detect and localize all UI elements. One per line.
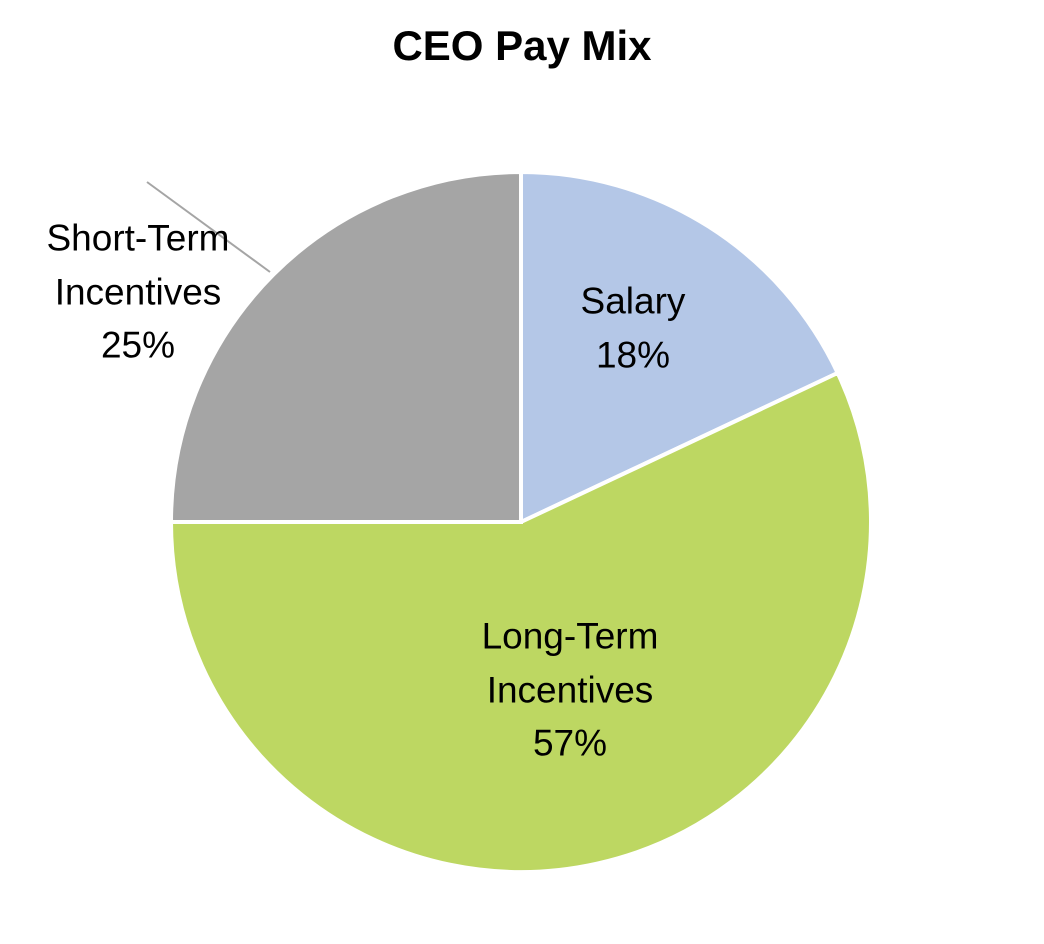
category-label: Short-Term Incentives [46,217,230,313]
value-label: 57% [532,722,608,764]
value-label: 18% [595,334,671,375]
leader-line [146,181,271,273]
slice-label: Salary 18% [508,274,758,381]
chart-title: CEO Pay Mix [392,22,652,69]
value-label: 25% [100,324,176,366]
category-label: Salary [580,280,686,322]
pie-slice [168,169,523,524]
pie-slice [519,169,841,526]
slice-label: Long-Term Incentives 57% [445,610,695,771]
slice-label: Short-Term Incentives 25% [13,212,263,373]
pie-slice [168,370,873,874]
category-label: Long-Term Incentives [481,615,659,711]
